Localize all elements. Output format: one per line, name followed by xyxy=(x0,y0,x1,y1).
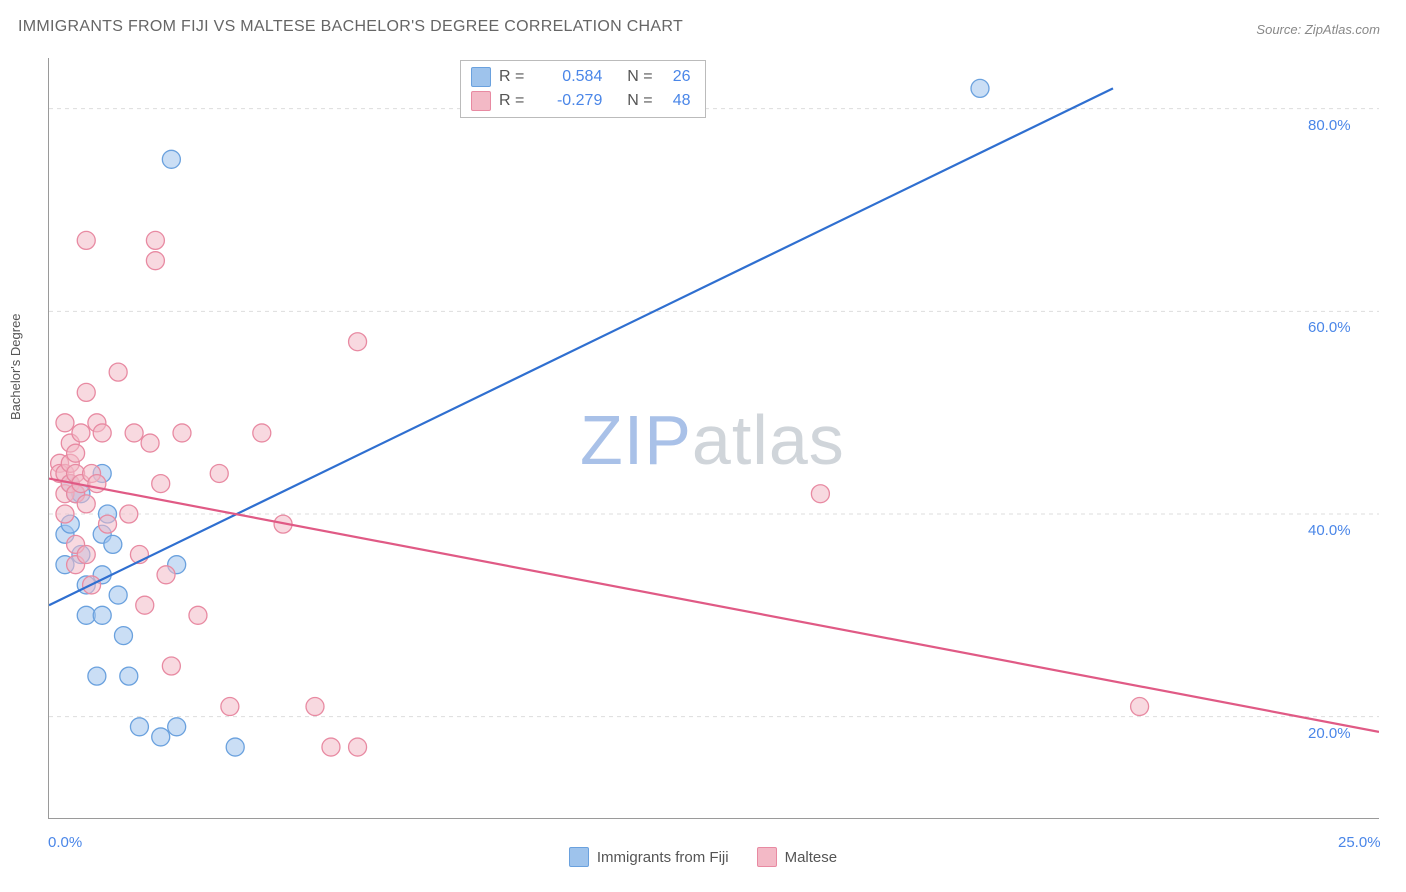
y-tick-label: 40.0% xyxy=(1308,522,1351,539)
bottom-legend-maltese-label: Maltese xyxy=(785,849,838,866)
r-value-maltese: -0.279 xyxy=(532,92,602,110)
r-label: R = xyxy=(499,92,524,110)
y-tick-label: 60.0% xyxy=(1308,319,1351,336)
chart-title: IMMIGRANTS FROM FIJI VS MALTESE BACHELOR… xyxy=(18,18,683,36)
source-value: ZipAtlas.com xyxy=(1305,22,1380,37)
y-axis-label: Bachelor's Degree xyxy=(8,313,23,420)
n-label: N = xyxy=(627,68,652,86)
x-tick-label: 25.0% xyxy=(1338,834,1381,851)
bottom-legend-fiji-label: Immigrants from Fiji xyxy=(597,849,729,866)
y-tick-label: 80.0% xyxy=(1308,117,1351,134)
n-value-maltese: 48 xyxy=(661,92,691,110)
bottom-legend-maltese: Maltese xyxy=(757,847,838,867)
x-tick-label: 0.0% xyxy=(48,834,82,851)
source-label: Source: xyxy=(1256,22,1301,37)
legend-row-maltese: R = -0.279 N = 48 xyxy=(471,89,691,113)
correlation-legend: R = 0.584 N = 26 R = -0.279 N = 48 xyxy=(460,60,706,118)
n-value-fiji: 26 xyxy=(661,68,691,86)
swatch-maltese xyxy=(471,91,491,111)
plot-area xyxy=(48,58,1379,819)
n-label: N = xyxy=(627,92,652,110)
r-value-fiji: 0.584 xyxy=(532,68,602,86)
y-tick-label: 20.0% xyxy=(1308,725,1351,742)
r-label: R = xyxy=(499,68,524,86)
legend-row-fiji: R = 0.584 N = 26 xyxy=(471,65,691,89)
swatch-fiji-icon xyxy=(569,847,589,867)
source-attribution: Source: ZipAtlas.com xyxy=(1256,22,1380,37)
swatch-fiji xyxy=(471,67,491,87)
bottom-legend: Immigrants from Fiji Maltese xyxy=(0,847,1406,867)
bottom-legend-fiji: Immigrants from Fiji xyxy=(569,847,729,867)
scatter-svg xyxy=(49,58,1379,818)
swatch-maltese-icon xyxy=(757,847,777,867)
